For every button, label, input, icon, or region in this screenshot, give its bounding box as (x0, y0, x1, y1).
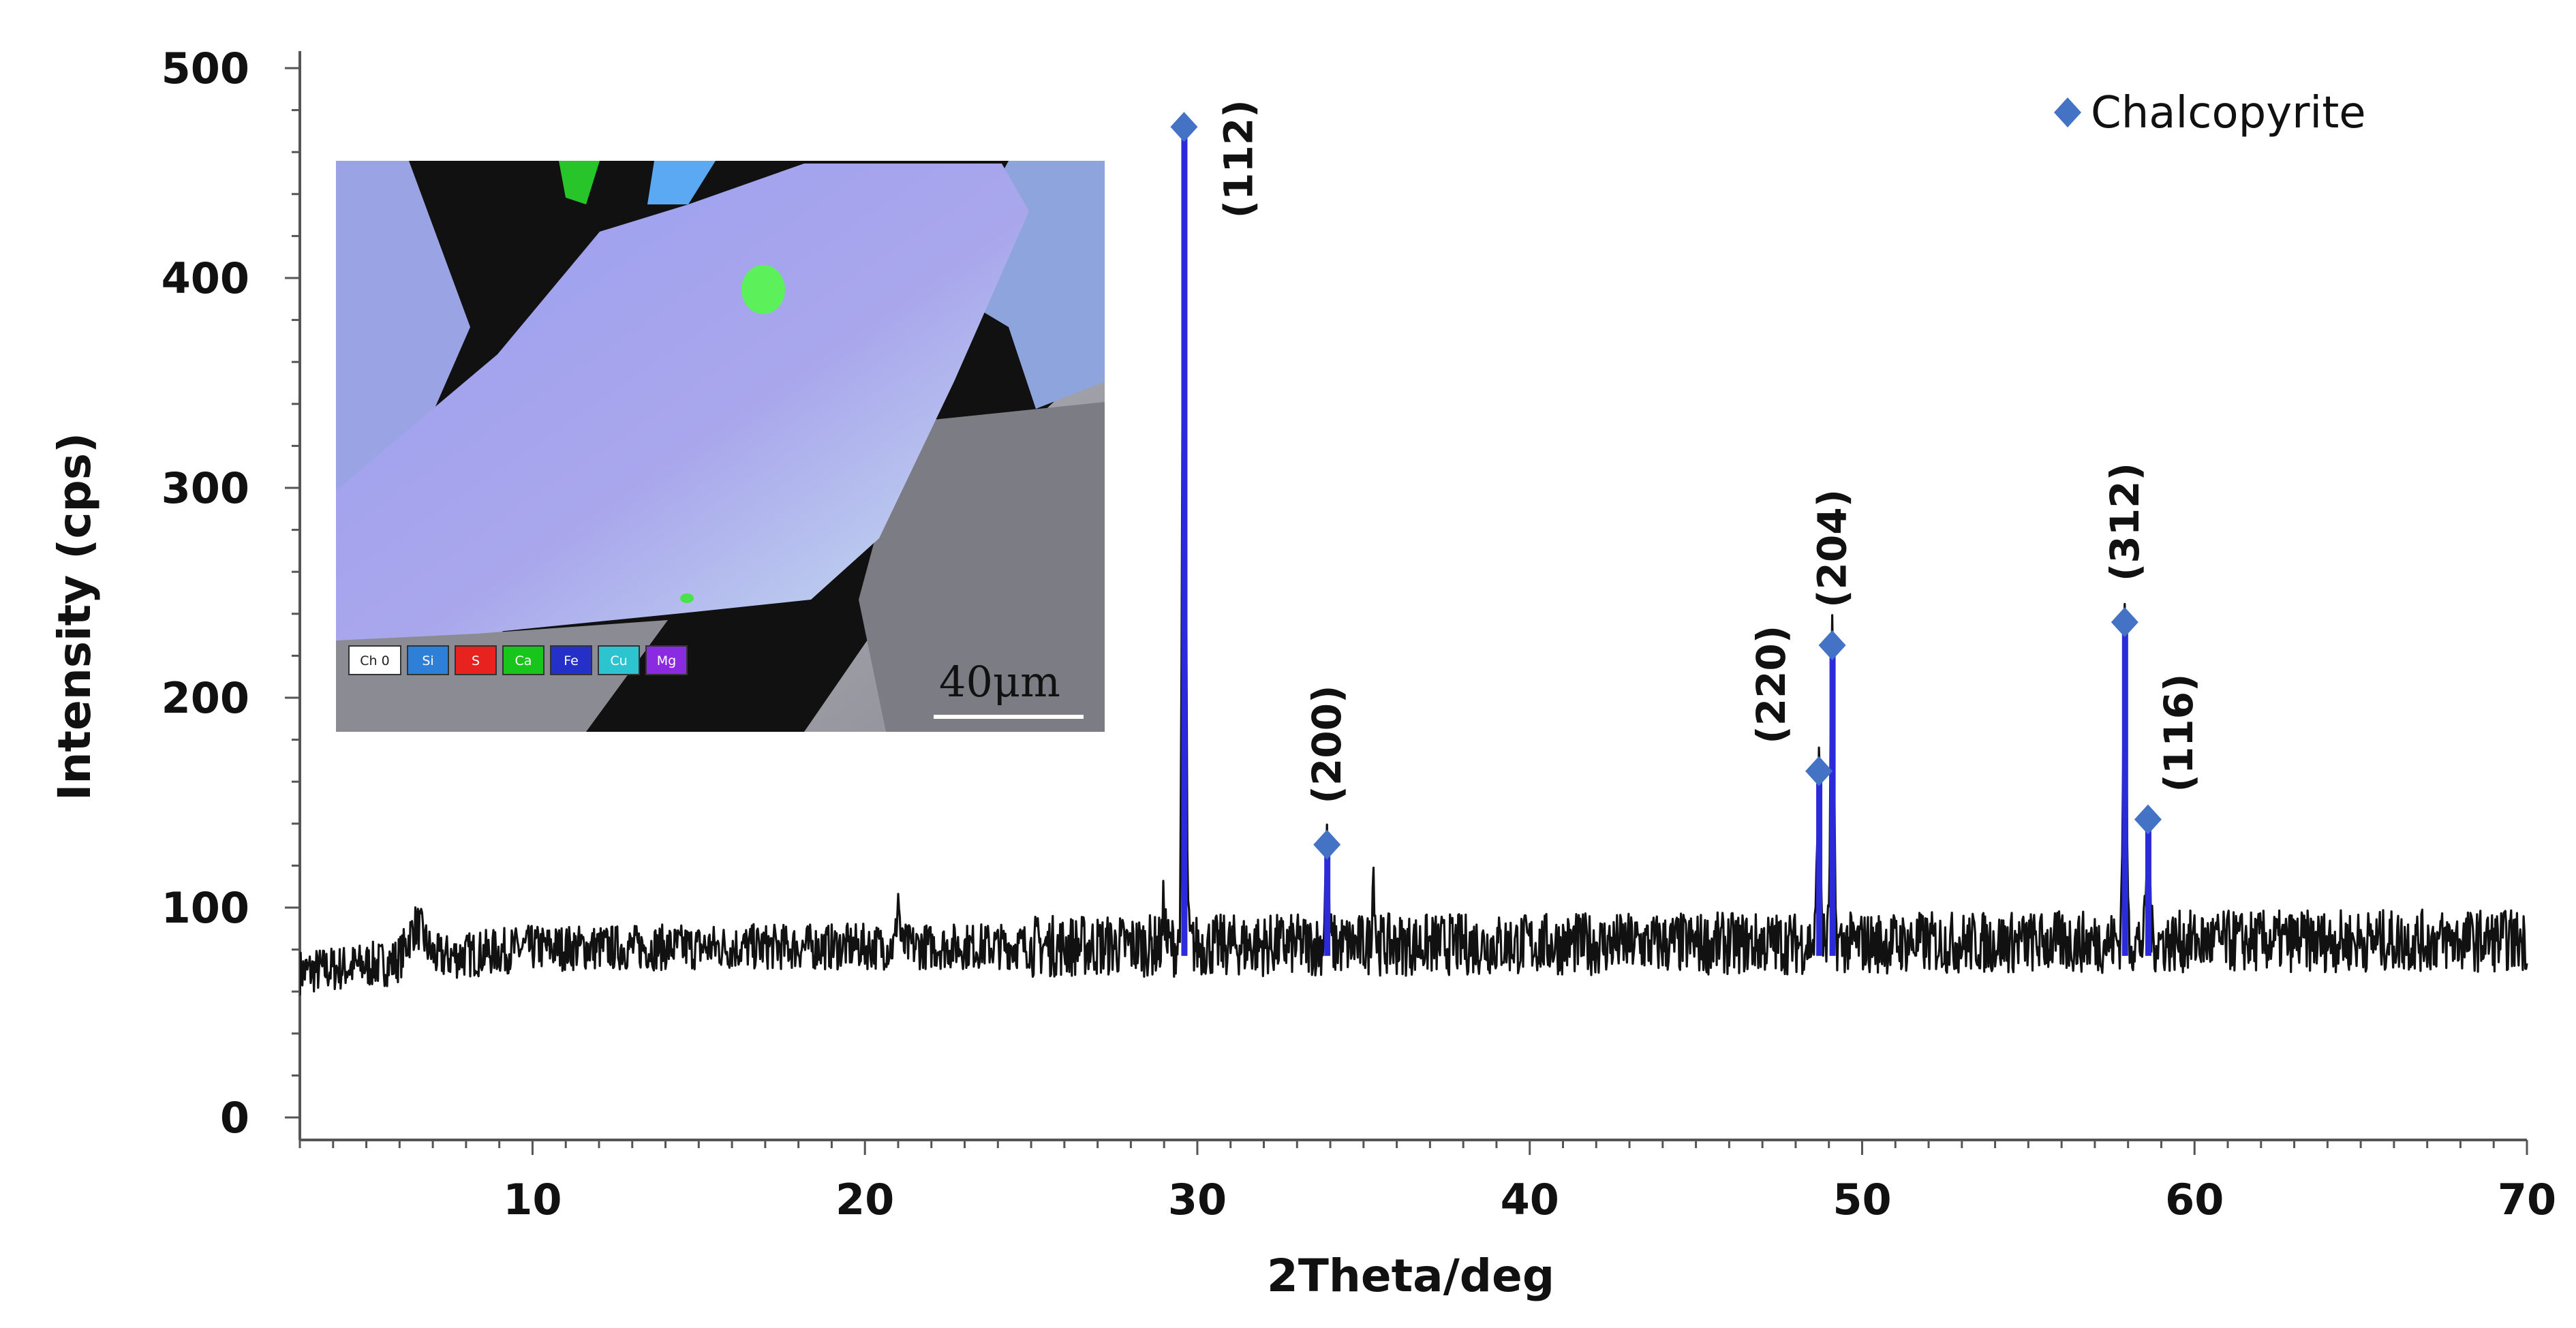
reference-stick (1181, 136, 1188, 956)
peak-hkl-label: (312) (2102, 463, 2148, 581)
inset-channel-key (550, 645, 592, 675)
x-tick-label: 10 (503, 1175, 562, 1224)
inset-channel-key-label: Mg (657, 653, 676, 668)
inset-bright-blue-flake (647, 161, 716, 204)
chalcopyrite-diamond-marker (1170, 112, 1198, 142)
inset-channel-key-label: Ch 0 (360, 653, 389, 668)
peak-labels: (112) (200) (220) (204) (312) (116) (1215, 99, 2202, 803)
x-ticks: 10 20 30 40 50 60 70 (298, 1140, 2556, 1224)
inset-scale-bar-label: 40μm (939, 657, 1060, 707)
reference-stick (2121, 632, 2128, 956)
axes: 10 20 30 40 50 60 70 0 100 200 300 400 500 (162, 44, 2557, 1224)
xrd-pattern-line (300, 120, 2528, 995)
chalcopyrite-diamond-marker (1818, 630, 1846, 660)
chalcopyrite-diamond-marker (2111, 607, 2138, 638)
peak-hkl-label: (220) (1748, 626, 1794, 744)
inset-channel-key (645, 645, 688, 675)
inset-grain-left (336, 161, 470, 491)
inset-green-dot (680, 593, 694, 603)
peak-hkl-label: (116) (2156, 674, 2202, 792)
y-tick-label: 0 (220, 1093, 249, 1143)
y-ticks: 0 100 200 300 400 500 (162, 44, 300, 1143)
chalcopyrite-diamond-marker (1805, 756, 1833, 786)
x-tick-label: 50 (1833, 1175, 1891, 1224)
inset-grain-main (336, 164, 1029, 640)
y-tick-label: 300 (162, 463, 249, 513)
inset-channel-key-label: Ca (515, 653, 532, 668)
reference-stick (2145, 829, 2151, 956)
inset-channel-key-label: Fe (564, 653, 579, 668)
y-tick-label: 400 (162, 253, 249, 303)
inset-grain-right-lower (859, 402, 1105, 732)
x-axis-title: 2Theta/deg (1267, 1250, 1554, 1302)
inset-green-fleck-top (559, 161, 600, 204)
chalcopyrite-diamond-marker (2134, 804, 2162, 835)
inset-channel-keys: Ch 0 Si S Ca Fe Cu Mg (348, 645, 688, 675)
y-tick-label: 500 (162, 44, 249, 93)
peak-hkl-label: (200) (1304, 685, 1350, 804)
sem-eds-inset: Ch 0 Si S Ca Fe Cu Mg 40μm (336, 161, 1105, 732)
chalcopyrite-diamond-marker (1313, 829, 1341, 860)
inset-green-particle (741, 265, 785, 314)
reference-stick (1324, 854, 1331, 956)
peak-hkl-label: (112) (1215, 99, 1261, 218)
x-tick-label: 20 (835, 1175, 894, 1224)
inset-channel-key (598, 645, 640, 675)
y-tick-label: 100 (162, 883, 249, 933)
x-tick-label: 40 (1501, 1175, 1559, 1224)
legend-label: Chalcopyrite (2091, 88, 2366, 138)
reference-stick (1816, 780, 1823, 956)
reference-stick (1829, 655, 1836, 956)
y-tick-label: 200 (162, 673, 249, 723)
legend: Chalcopyrite (2054, 88, 2366, 138)
inset-channel-key (455, 645, 497, 675)
x-tick-label: 70 (2498, 1175, 2556, 1224)
inset-channel-key (348, 645, 401, 675)
inset-channel-key (407, 645, 449, 675)
inset-channel-key-label: Si (422, 653, 433, 668)
peak-markers (1170, 112, 2162, 860)
inset-channel-key-label: S (472, 653, 480, 668)
inset-channel-key (502, 645, 545, 675)
peak-hkl-label: (204) (1809, 489, 1856, 608)
reference-sticks (1181, 136, 2151, 956)
inset-channel-key-label: Cu (610, 653, 627, 668)
legend-diamond-marker (2054, 97, 2081, 127)
x-tick-label: 30 (1168, 1175, 1227, 1224)
y-axis-title: Intensity (cps) (48, 433, 101, 801)
x-tick-label: 60 (2165, 1175, 2224, 1224)
